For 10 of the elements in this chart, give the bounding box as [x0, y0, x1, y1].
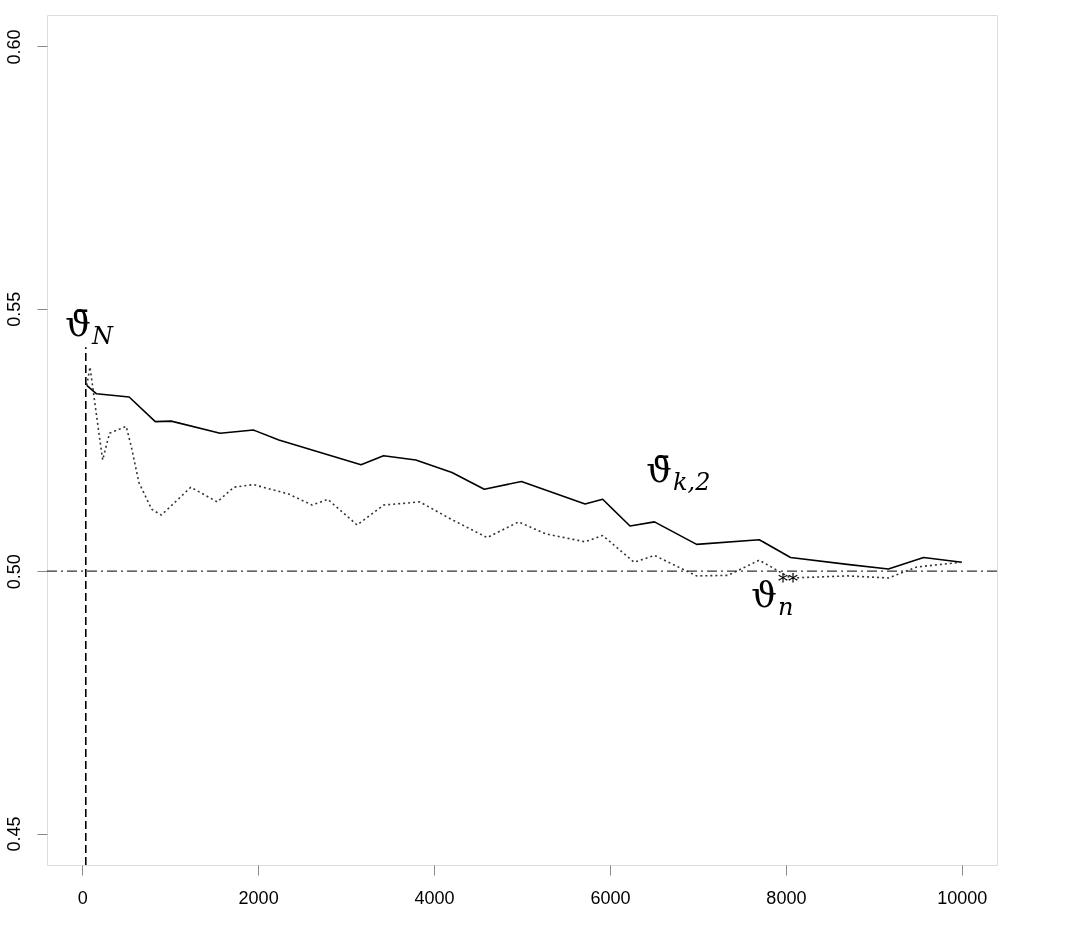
x-tick-label: 4000 [414, 887, 455, 908]
y-tick-label: 0.45 [3, 816, 24, 852]
x-tick-label: 10000 [937, 887, 988, 908]
y-tick-label: 0.50 [3, 554, 24, 590]
y-tick-label: 0.60 [3, 29, 24, 65]
x-tick-label: 0 [77, 887, 88, 908]
x-tick-label: 6000 [590, 887, 631, 908]
x-tick-label: 2000 [238, 887, 279, 908]
x-tick-label: 8000 [766, 887, 807, 908]
y-tick-label: 0.55 [3, 291, 24, 327]
